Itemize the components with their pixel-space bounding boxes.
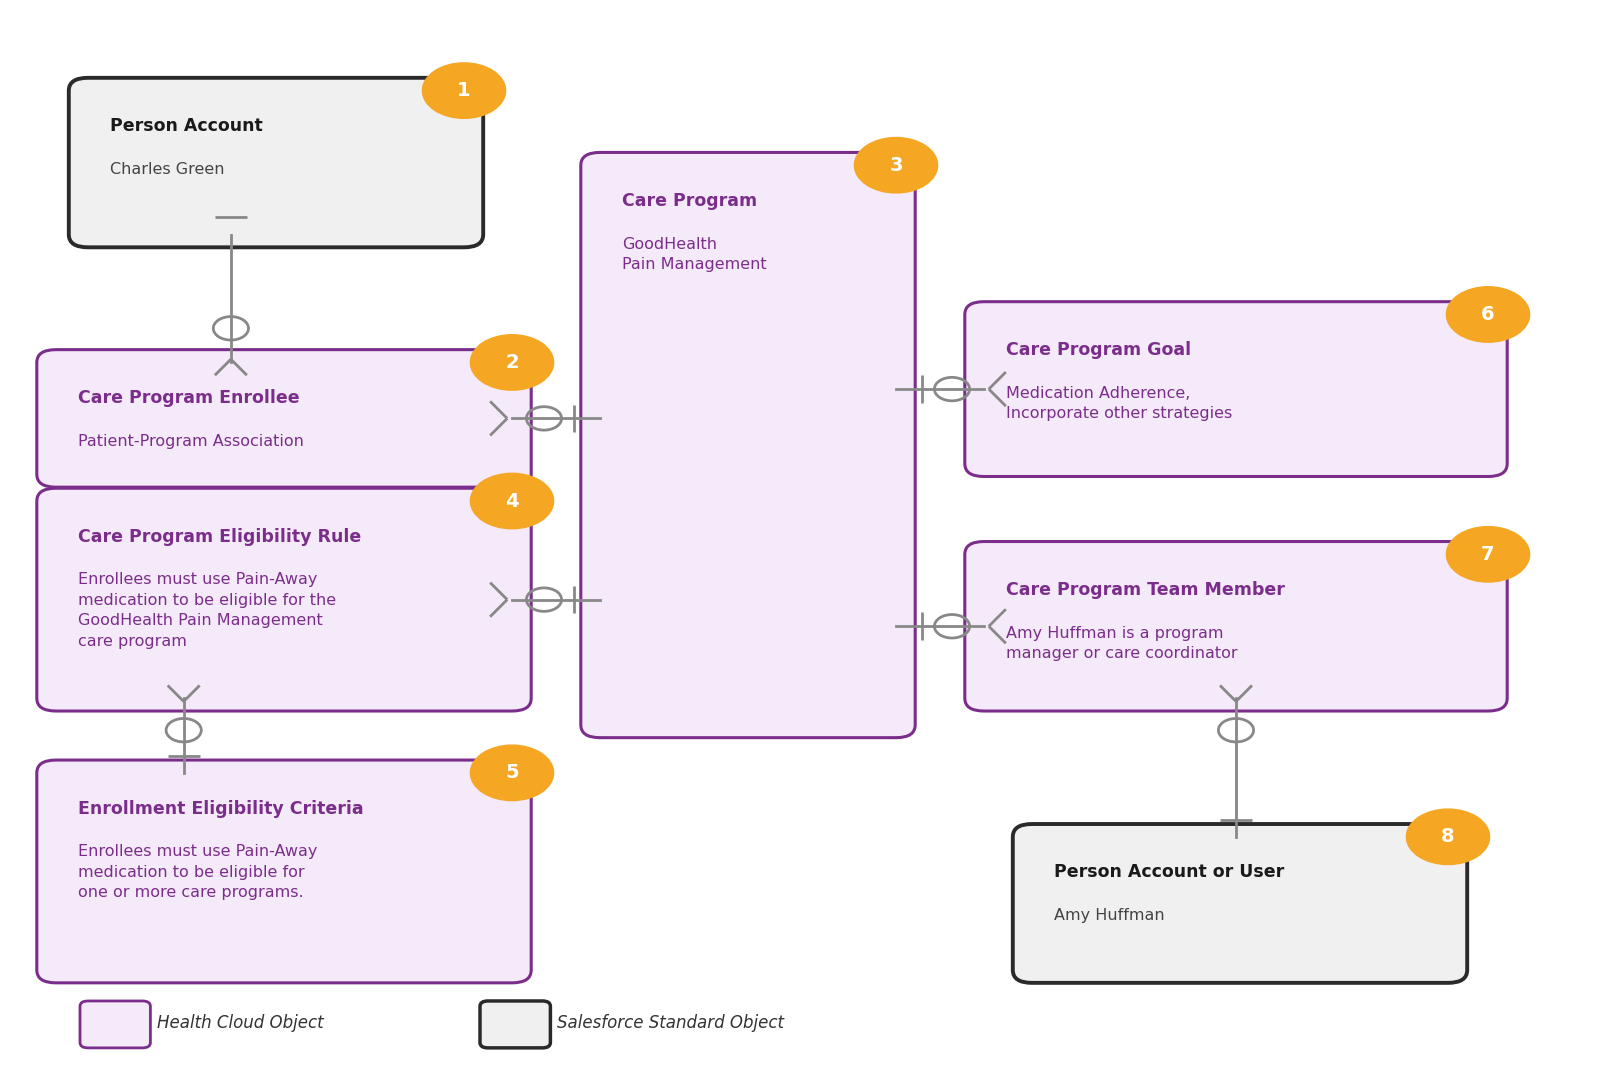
Text: Person Account or User: Person Account or User: [1054, 863, 1285, 882]
FancyBboxPatch shape: [69, 78, 483, 247]
Text: 8: 8: [1442, 827, 1454, 846]
FancyBboxPatch shape: [37, 760, 531, 983]
FancyBboxPatch shape: [1013, 824, 1467, 983]
Text: Care Program Goal: Care Program Goal: [1006, 341, 1192, 359]
Circle shape: [1446, 287, 1530, 342]
Text: Patient-Program Association: Patient-Program Association: [78, 434, 304, 449]
Circle shape: [470, 335, 554, 390]
FancyBboxPatch shape: [37, 488, 531, 711]
Text: 4: 4: [506, 491, 518, 511]
FancyBboxPatch shape: [965, 302, 1507, 477]
Text: Care Program Enrollee: Care Program Enrollee: [78, 389, 301, 407]
Text: 6: 6: [1482, 305, 1494, 324]
Text: Enrollment Eligibility Criteria: Enrollment Eligibility Criteria: [78, 800, 365, 818]
Text: 2: 2: [506, 353, 518, 372]
Text: Charles Green: Charles Green: [110, 162, 226, 177]
Text: 7: 7: [1482, 545, 1494, 564]
Text: Enrollees must use Pain-Away
medication to be eligible for the
GoodHealth Pain M: Enrollees must use Pain-Away medication …: [78, 572, 336, 648]
FancyBboxPatch shape: [581, 152, 915, 738]
Text: 1: 1: [458, 81, 470, 100]
Circle shape: [470, 473, 554, 529]
Text: GoodHealth
Pain Management: GoodHealth Pain Management: [622, 237, 766, 272]
Text: Care Program: Care Program: [622, 192, 757, 210]
Text: Medication Adherence,
Incorporate other strategies: Medication Adherence, Incorporate other …: [1006, 386, 1232, 421]
Text: 3: 3: [890, 156, 902, 175]
Text: 5: 5: [506, 763, 518, 782]
FancyBboxPatch shape: [37, 350, 531, 487]
Text: Health Cloud Object: Health Cloud Object: [157, 1015, 323, 1032]
Text: Enrollees must use Pain-Away
medication to be eligible for
one or more care prog: Enrollees must use Pain-Away medication …: [78, 844, 318, 900]
Circle shape: [470, 745, 554, 801]
FancyBboxPatch shape: [480, 1001, 550, 1048]
FancyBboxPatch shape: [965, 542, 1507, 711]
Text: Care Program Team Member: Care Program Team Member: [1006, 581, 1285, 599]
Circle shape: [1446, 527, 1530, 582]
Circle shape: [1406, 809, 1490, 865]
Text: Salesforce Standard Object: Salesforce Standard Object: [557, 1015, 784, 1032]
Circle shape: [422, 63, 506, 118]
Text: Amy Huffman is a program
manager or care coordinator: Amy Huffman is a program manager or care…: [1006, 626, 1238, 661]
Circle shape: [854, 138, 938, 193]
FancyBboxPatch shape: [80, 1001, 150, 1048]
Text: Care Program Eligibility Rule: Care Program Eligibility Rule: [78, 528, 362, 546]
Text: Person Account: Person Account: [110, 117, 262, 135]
Text: Amy Huffman: Amy Huffman: [1054, 908, 1165, 923]
